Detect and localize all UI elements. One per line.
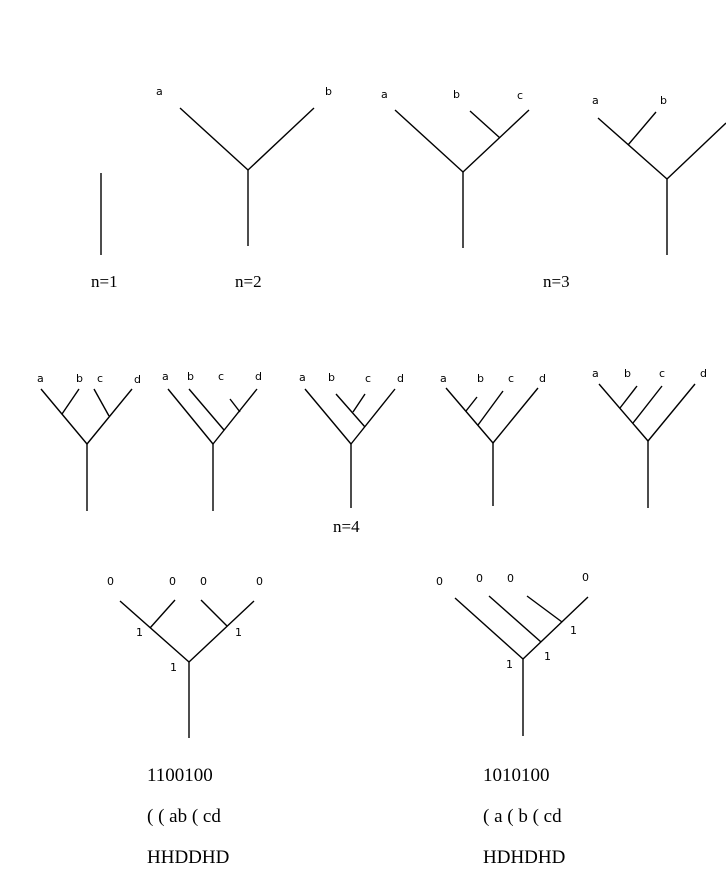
leaf-label-a: a [592, 367, 599, 380]
tree-n4-right-inner: a b c d [299, 371, 404, 508]
tree-edge [465, 396, 478, 412]
leaf-label-b: b [187, 370, 194, 383]
tree-edge [492, 387, 539, 444]
leaf-label-a: a [381, 88, 388, 101]
leaf-label-b: b [328, 371, 335, 384]
encoded-tree-balanced: 0 0 0 0 1 1 1 [107, 575, 263, 738]
tree-edge [200, 599, 228, 627]
leaf-label-d: d [700, 367, 707, 380]
bit-label-leaf: 0 [107, 575, 114, 588]
tree-n4-balanced: a b c d [37, 372, 141, 511]
tree-edge [179, 107, 249, 171]
leaf-label-b: b [624, 367, 631, 380]
leaf-label-b: b [453, 88, 460, 101]
bit-label-internal: 1 [544, 650, 551, 663]
tree-edge [352, 393, 366, 413]
tree-edge [632, 385, 663, 424]
tree-edge [462, 109, 530, 173]
leaf-label-c: c [218, 370, 224, 383]
bit-label-root: 1 [506, 658, 513, 671]
left-hd-code: HHDDHD [147, 847, 229, 868]
leaf-label-a: a [37, 372, 44, 385]
tree-edge [488, 595, 542, 643]
tree-n4-right-comb: a b c d [162, 370, 262, 511]
tree-edge [526, 595, 563, 623]
bit-label-leaf: 0 [436, 575, 443, 588]
leaf-label-c: c [517, 89, 523, 102]
tree-edge [247, 107, 315, 171]
tree-edge [597, 117, 668, 180]
left-paren-code: ( ( ab ( cd [147, 806, 221, 827]
tree-edge [619, 385, 638, 409]
leaf-label-d: d [397, 372, 404, 385]
tree-edge [188, 388, 225, 431]
leaf-label-b: b [477, 372, 484, 385]
leaf-label-a: a [299, 371, 306, 384]
leaf-label-a: a [156, 85, 163, 98]
bit-label-internal: 1 [136, 626, 143, 639]
tree-edge [454, 597, 524, 660]
right-hd-code: HDHDHD [483, 847, 565, 868]
tree-edge [167, 388, 214, 445]
leaf-label-b: b [325, 85, 332, 98]
tree-edge [477, 390, 504, 426]
tree-edge [522, 596, 589, 660]
tree-edge [93, 388, 110, 417]
tree-edge [647, 383, 696, 442]
tree-edge [469, 110, 501, 139]
bit-label-root: 1 [170, 661, 177, 674]
tree-edge [86, 388, 133, 445]
tree-edge [350, 388, 396, 445]
right-paren-code: ( a ( b ( cd [483, 806, 562, 827]
tree-edge [666, 122, 726, 180]
leaf-label-d: d [134, 373, 141, 386]
leaf-label-c: c [365, 372, 371, 385]
tree-n4-left-comb: a b c d [592, 367, 707, 508]
tree-edge [304, 388, 352, 445]
leaf-label-c: c [97, 372, 103, 385]
tree-edge [627, 111, 657, 146]
bit-label-leaf: 0 [507, 572, 514, 585]
tree-edge [445, 387, 494, 444]
bit-label-leaf: 0 [169, 575, 176, 588]
leaf-label-a: a [592, 94, 599, 107]
leaf-label-c: c [508, 372, 514, 385]
tree-n4-left-inner: a b c d [440, 372, 546, 506]
tree-edge [598, 383, 649, 442]
bit-label-internal: 1 [235, 626, 242, 639]
bit-label-leaf: 0 [476, 572, 483, 585]
leaf-label-a: a [440, 372, 447, 385]
tree-edge [212, 388, 258, 445]
caption-n4: n=4 [333, 517, 360, 536]
bit-label-leaf: 0 [582, 571, 589, 584]
tree-edge [394, 109, 464, 173]
tree-n3-right-nested: a b c [381, 88, 530, 248]
leaf-label-b: b [76, 372, 83, 385]
right-binary-code: 1010100 [483, 765, 550, 786]
leaf-label-c: c [659, 367, 665, 380]
bit-label-leaf: 0 [256, 575, 263, 588]
tree-edge [40, 388, 88, 445]
tree-edge [149, 599, 176, 629]
caption-n1: n=1 [91, 272, 118, 291]
leaf-label-d: d [539, 372, 546, 385]
tree-edge [229, 398, 241, 413]
caption-n2: n=2 [235, 272, 262, 291]
tree-n3-left-nested: a b [592, 94, 726, 255]
tree-edge [188, 600, 255, 663]
left-binary-code: 1100100 [147, 765, 213, 786]
tree-edge [119, 600, 190, 663]
caption-n3: n=3 [543, 272, 570, 291]
bit-label-internal: 1 [570, 624, 577, 637]
tree-n2: a b [156, 85, 332, 246]
leaf-label-b: b [660, 94, 667, 107]
encoded-tree-right-comb: 0 0 0 0 1 1 1 [436, 571, 589, 736]
leaf-label-d: d [255, 370, 262, 383]
bit-label-leaf: 0 [200, 575, 207, 588]
leaf-label-a: a [162, 370, 169, 383]
tree-edge [335, 393, 366, 428]
tree-edge [61, 388, 80, 415]
